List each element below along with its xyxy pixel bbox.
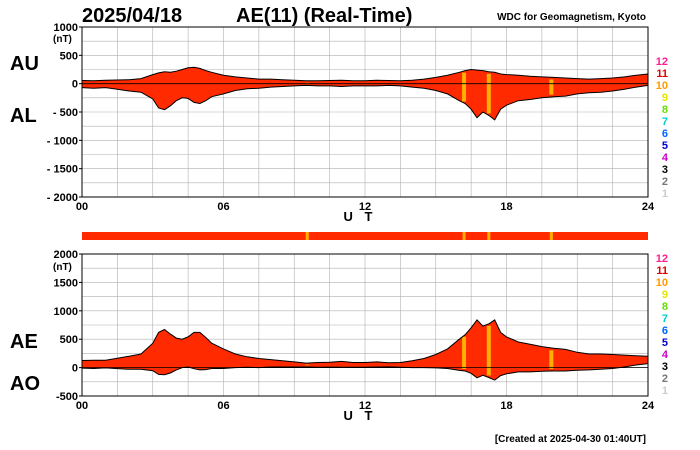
station-legend-item: 11	[656, 68, 668, 80]
station-legend-item: 10	[656, 277, 668, 289]
status-band-bar	[82, 232, 648, 240]
x-tick-label: 00	[76, 201, 88, 213]
y-tick-label: 0	[72, 363, 78, 375]
station-legend-item: 3	[662, 361, 668, 373]
station-legend-item: 12	[656, 253, 668, 265]
station-legend-item: 3	[662, 164, 668, 176]
y-tick-label: 500	[60, 50, 78, 62]
y-tick-label: - 2000	[47, 192, 78, 204]
x-tick-label: 06	[217, 400, 229, 412]
x-tick-label: 24	[642, 201, 655, 213]
ae-ao-fill-area	[82, 319, 648, 381]
au-al-unit: (nT)	[53, 34, 72, 45]
station-legend-item: 10	[656, 80, 668, 92]
y-tick-label: 1000	[54, 22, 78, 34]
ae-ao-plot	[81, 253, 649, 397]
y-tick-label: 1500	[54, 277, 78, 289]
data-status-band	[82, 232, 648, 240]
y-tick-label: 0	[72, 79, 78, 91]
au-al-fill-area	[82, 67, 648, 120]
al-label: AL	[10, 105, 37, 127]
station-change-marker	[486, 325, 491, 376]
station-legend-item: 4	[662, 349, 669, 361]
au-label: AU	[10, 53, 39, 75]
station-legend-item: 1	[662, 188, 668, 200]
station-legend-item: 12	[656, 56, 668, 68]
source-credit: WDC for Geomagnetism, Kyoto	[497, 12, 646, 23]
station-legend-item: 5	[662, 337, 668, 349]
status-band-marker	[487, 232, 491, 240]
y-tick-label: 1000	[54, 306, 78, 318]
station-legend-item: 5	[662, 140, 668, 152]
station-change-marker	[305, 364, 310, 366]
y-tick-label: 2000	[54, 249, 78, 261]
station-legend-item: 2	[662, 373, 668, 385]
station-legend-item: 11	[656, 265, 668, 277]
station-legend-item: 7	[662, 313, 668, 325]
station-change-marker	[462, 72, 467, 102]
au-al-x-axis-label: U T	[344, 209, 377, 224]
x-tick-label: 18	[500, 400, 512, 412]
ae-ao-unit: (nT)	[53, 262, 72, 273]
station-legend-item: 8	[662, 301, 668, 313]
station-legend-item: 1	[662, 385, 668, 397]
station-legend-item: 7	[662, 116, 668, 128]
status-band-marker	[462, 232, 466, 240]
station-legend-item: 4	[662, 152, 669, 164]
x-tick-label: 06	[217, 201, 229, 213]
ae-ao-grid	[81, 253, 649, 397]
y-tick-label: -500	[56, 391, 78, 403]
station-legend-item: 6	[662, 128, 668, 140]
y-tick-label: 500	[60, 334, 78, 346]
y-tick-label: - 1500	[47, 164, 78, 176]
station-legend-item: 9	[662, 289, 668, 301]
date-title: 2025/04/18	[82, 5, 182, 27]
station-change-marker	[549, 350, 554, 370]
station-change-marker	[462, 336, 467, 370]
al-series-line	[81, 84, 649, 121]
au-al-panel: AU AL (nT) U T 1000 500 0 - 500 - 1000 - 1500…	[10, 22, 655, 224]
ao-label: AO	[10, 373, 40, 395]
x-tick-label: 12	[359, 400, 371, 412]
station-change-marker	[486, 73, 491, 114]
y-tick-label: - 500	[53, 107, 78, 119]
y-tick-label: - 1000	[47, 135, 78, 147]
x-tick-label: 12	[359, 201, 371, 213]
ae-series-line	[81, 319, 649, 364]
x-tick-label: 18	[500, 201, 512, 213]
status-band-marker	[549, 232, 553, 240]
station-legend-item: 8	[662, 104, 668, 116]
x-tick-label: 24	[642, 400, 655, 412]
ae-label: AE	[10, 331, 38, 353]
au-series-line	[81, 66, 649, 82]
station-legend-item: 6	[662, 325, 668, 337]
created-timestamp: [Created at 2025-04-30 01:40UT]	[495, 434, 646, 445]
ae-ao-x-axis-label: U T	[344, 408, 377, 423]
au-al-grid	[81, 26, 649, 198]
chart-title: AE(11) (Real-Time)	[236, 5, 412, 27]
ae-ao-frame	[81, 253, 649, 397]
x-tick-label: 00	[76, 400, 88, 412]
station-legend-item: 9	[662, 92, 668, 104]
station-legend-item: 2	[662, 176, 668, 188]
status-band-marker	[305, 232, 309, 240]
station-change-marker	[549, 79, 554, 95]
